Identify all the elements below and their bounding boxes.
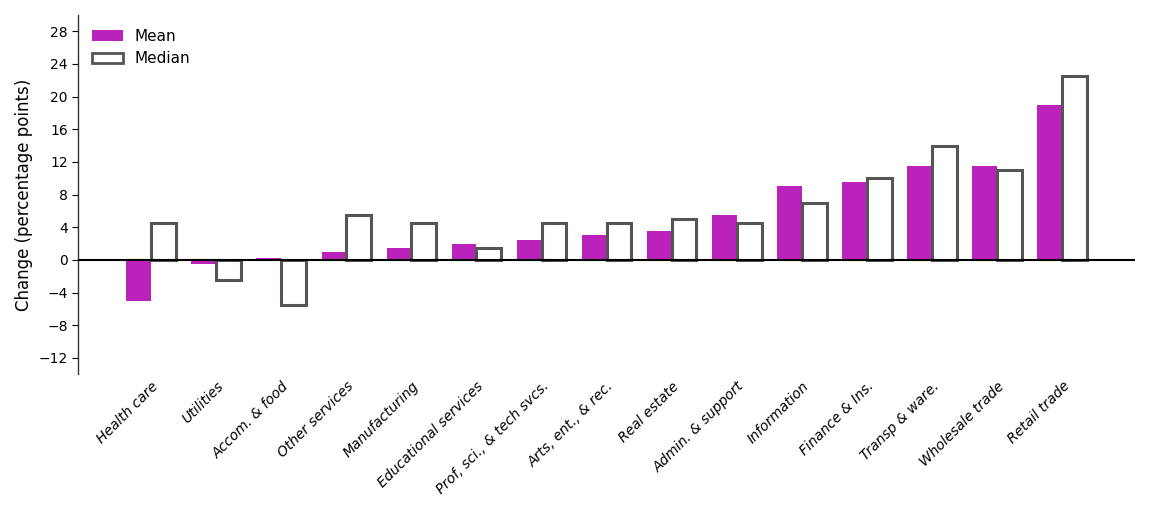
Bar: [256, 258, 281, 260]
Bar: [802, 203, 827, 260]
Bar: [712, 215, 737, 260]
Bar: [516, 240, 542, 260]
Bar: [973, 166, 997, 260]
Bar: [932, 145, 957, 260]
Bar: [907, 166, 932, 260]
Bar: [1063, 76, 1087, 260]
Bar: [452, 244, 476, 260]
Bar: [672, 219, 697, 260]
Y-axis label: Change (percentage points): Change (percentage points): [15, 78, 33, 311]
Bar: [582, 236, 606, 260]
Bar: [867, 178, 891, 260]
Bar: [1037, 105, 1063, 260]
Bar: [842, 182, 867, 260]
Bar: [191, 260, 216, 264]
Bar: [542, 223, 566, 260]
Bar: [322, 252, 346, 260]
Bar: [346, 215, 371, 260]
Bar: [737, 223, 761, 260]
Bar: [606, 223, 631, 260]
Legend: Mean, Median: Mean, Median: [86, 23, 197, 73]
Bar: [126, 260, 151, 301]
Bar: [412, 223, 436, 260]
Bar: [476, 248, 501, 260]
Bar: [386, 248, 412, 260]
Bar: [151, 223, 176, 260]
Bar: [281, 260, 306, 305]
Bar: [777, 186, 802, 260]
Bar: [216, 260, 240, 281]
Bar: [647, 231, 672, 260]
Bar: [997, 170, 1022, 260]
